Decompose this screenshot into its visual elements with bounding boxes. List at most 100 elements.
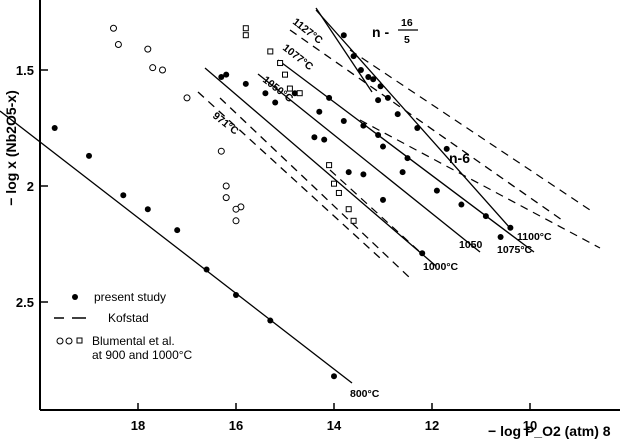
data-point: [345, 169, 352, 176]
data-point-open-square: [345, 206, 352, 213]
data-point: [443, 145, 450, 152]
data-point: [380, 143, 386, 150]
data-point-open-circle: [232, 205, 240, 213]
data-point: [340, 32, 347, 39]
data-point-open-circle: [114, 40, 122, 48]
data-point-open-square: [242, 25, 249, 32]
data-point-open-circle: [232, 217, 240, 225]
legend-symbol-open-circle: [56, 337, 64, 345]
data-point: [326, 94, 333, 101]
kofstad-dashed-line: [349, 49, 591, 211]
data-point-open-circle: [217, 147, 225, 155]
data-point-open-square: [267, 48, 274, 55]
data-point: [174, 227, 181, 234]
legend-label: Blumental et al.: [92, 334, 175, 348]
data-point: [51, 125, 58, 131]
data-point: [404, 155, 411, 162]
data-point-open-square: [282, 71, 288, 78]
temperature-label: 971°C: [210, 110, 241, 138]
data-point-open-circle: [222, 182, 230, 190]
data-point: [262, 90, 269, 97]
data-point: [218, 73, 225, 80]
data-point: [144, 206, 151, 213]
data-point: [399, 169, 406, 176]
data-point: [414, 125, 421, 131]
kofstad-dashed-line: [359, 119, 601, 249]
data-point: [321, 136, 328, 143]
fit-line-1000C: [204, 67, 437, 267]
data-point-open-circle: [110, 24, 117, 32]
slope-annotation-6: n-6: [449, 150, 470, 166]
data-point-open-square: [326, 162, 333, 169]
data-point: [267, 317, 274, 324]
legend-symbol-open-square: [76, 337, 83, 344]
fit-line-800C: [0, 110, 353, 384]
data-point: [375, 131, 382, 138]
fit-line-1077C: [289, 29, 563, 221]
data-point: [311, 134, 318, 141]
data-point-open-square: [286, 85, 293, 92]
slope-annotation-n: n -: [372, 24, 389, 40]
data-point: [384, 94, 391, 101]
data-point: [394, 111, 401, 118]
data-point: [86, 152, 92, 159]
data-point: [497, 234, 504, 241]
fit-line-1050C: [257, 73, 481, 253]
data-point-open-square: [331, 180, 337, 187]
fit-line-1100C: [315, 9, 511, 229]
data-point: [120, 192, 127, 199]
data-point: [507, 224, 514, 231]
legend-label: Kofstad: [108, 311, 149, 325]
data-point: [340, 118, 347, 125]
y-tick-label: 1.5: [16, 63, 34, 78]
fit-line-1127C: [315, 7, 373, 93]
legend-symbol-filled-circle: [72, 294, 78, 300]
data-point-open-square: [350, 217, 357, 224]
slope-numerator: 16: [401, 17, 413, 29]
kofstad-dashed-line: [329, 169, 421, 253]
legend-label: at 900 and 1000°C: [92, 348, 193, 362]
data-point-open-circle: [222, 194, 230, 202]
x-tick-label: 12: [425, 418, 439, 433]
data-point-open-square: [242, 32, 249, 39]
data-point: [291, 90, 298, 97]
x-tick-label: 14: [327, 418, 342, 433]
data-point: [482, 213, 489, 220]
data-point: [242, 80, 249, 87]
data-point: [360, 122, 367, 129]
temperature-label: 1077°C: [280, 42, 315, 73]
data-point: [233, 292, 239, 299]
chart-marks: [0, 7, 601, 410]
data-point: [331, 373, 337, 380]
fit-line-Kofstad: [219, 97, 411, 279]
data-point-open-square: [335, 189, 342, 196]
data-point-open-square: [277, 60, 284, 67]
x-tick-label: 18: [131, 418, 145, 433]
data-point: [357, 67, 364, 73]
data-point: [365, 73, 372, 80]
x-tick-label: 16: [229, 418, 243, 433]
chart-labels: 18 16 14 12 10 1.5 2 2.5 − log P_O2 (atm) 8 − log…: [3, 16, 611, 439]
temperature-label: 1000°C: [423, 261, 459, 273]
data-point: [419, 250, 426, 257]
data-point: [203, 266, 210, 273]
data-point: [458, 201, 465, 208]
data-point: [360, 171, 367, 178]
data-point: [377, 83, 384, 90]
data-point: [272, 99, 279, 106]
y-axis-label: − log x (Nb2O5-x): [3, 90, 19, 206]
data-point: [316, 108, 323, 115]
data-point-open-circle: [159, 66, 166, 74]
data-point: [380, 196, 386, 203]
y-tick-label: 2: [27, 179, 34, 194]
legend-label: present study: [94, 290, 166, 304]
data-point-open-circle: [144, 45, 152, 53]
data-point: [370, 76, 377, 83]
data-point-open-circle: [183, 94, 191, 102]
slope-denominator: 5: [404, 34, 410, 46]
temperature-label: 1100°C: [517, 231, 552, 243]
temperature-label: 1050: [459, 239, 483, 251]
data-point-open-square: [296, 90, 303, 97]
